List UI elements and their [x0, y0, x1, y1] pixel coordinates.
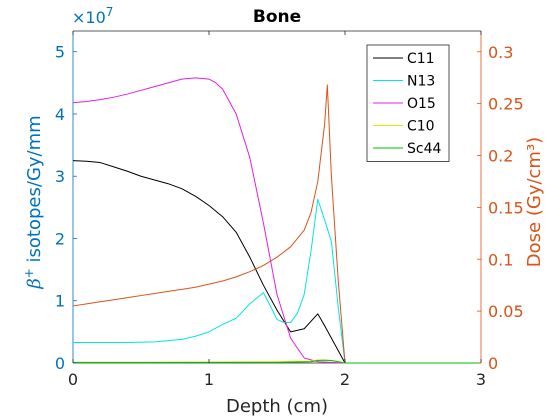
right-y-tick-label: 0.3 — [488, 43, 513, 62]
x-tick-label: 2 — [340, 370, 350, 389]
x-axis-title: Depth (cm) — [226, 396, 328, 417]
legend: C11 N13 O15 C10 Sc44 — [366, 44, 450, 162]
left-y-tick-label: 0 — [55, 354, 65, 373]
left-axis-title: β+ isotopes/Gy/mm — [22, 115, 45, 289]
right-axis-title: Dose (Gy/cm³) — [524, 137, 545, 267]
left-y-tick-label: 3 — [55, 167, 65, 186]
left-axis-title-sup: + — [22, 268, 36, 278]
left-y-tick-label: 5 — [55, 43, 65, 62]
x-tick-label: 0 — [68, 370, 78, 389]
right-y-tick-label: 0.2 — [488, 147, 513, 166]
right-y-tick-label: 0.25 — [488, 95, 524, 114]
x-tick-label: 3 — [476, 370, 486, 389]
right-y-tick-label: 0 — [488, 354, 498, 373]
left-y-tick-label: 2 — [55, 229, 65, 248]
x-tick-label: 1 — [204, 370, 214, 389]
chart-title: Bone — [253, 7, 301, 27]
series-layer — [72, 77, 481, 364]
legend-label-c11: C11 — [407, 51, 435, 67]
left-axis-multiplier-exponent: 7 — [106, 5, 114, 19]
right-y-tick-label: 0.05 — [488, 302, 524, 321]
series-line-sc44 — [73, 359, 481, 364]
legend-label-n13: N13 — [407, 74, 435, 90]
left-axis-multiplier-base: ×10 — [72, 8, 106, 27]
right-y-tick-label: 0.1 — [488, 250, 513, 269]
series-line-n13 — [73, 198, 346, 364]
series-line-c11 — [72, 160, 346, 364]
left-axis-title-beta: β — [24, 278, 45, 289]
legend-label-o15: O15 — [407, 96, 436, 112]
left-axis-title-text: isotopes/Gy/mm — [24, 115, 45, 268]
legend-label-sc44: Sc44 — [407, 141, 441, 157]
legend-label-c10: C10 — [407, 119, 435, 135]
left-axis-multiplier: ×107 — [72, 5, 113, 27]
series-line-o15 — [72, 77, 346, 364]
series-line-dose — [72, 84, 346, 364]
left-y-tick-label: 4 — [55, 105, 65, 124]
right-y-tick-label: 0.15 — [488, 198, 524, 217]
left-y-tick-label: 1 — [55, 292, 65, 311]
